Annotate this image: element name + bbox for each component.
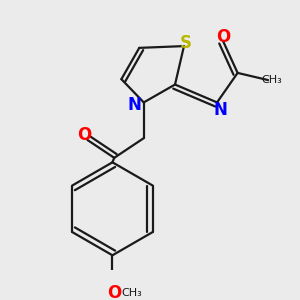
Text: O: O	[107, 284, 122, 300]
Text: CH₃: CH₃	[261, 75, 282, 85]
Text: O: O	[216, 28, 230, 46]
Text: N: N	[128, 96, 142, 114]
Text: S: S	[180, 34, 192, 52]
Text: N: N	[214, 100, 228, 118]
Text: CH₃: CH₃	[122, 288, 142, 298]
Text: O: O	[77, 127, 91, 145]
